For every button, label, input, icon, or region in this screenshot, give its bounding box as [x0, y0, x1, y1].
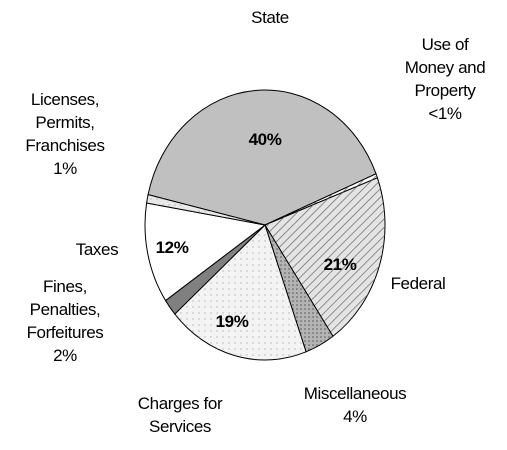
- category-name: Federal: [390, 274, 446, 293]
- category-name: Miscellaneous: [303, 384, 407, 403]
- category-name: State: [251, 8, 289, 27]
- slice-label: State: [220, 6, 320, 29]
- slice-label: Charges for Services: [120, 392, 240, 438]
- slice-label: Licenses, Permits, Franchises 1%: [15, 88, 115, 180]
- value-label: 1%: [53, 159, 77, 178]
- value-label: 2%: [53, 346, 77, 365]
- slice-label: Fines, Penalties, Forfeitures 2%: [15, 275, 115, 367]
- value-label: 19%: [215, 312, 249, 331]
- slice-label: Miscellaneous 4%: [280, 382, 430, 428]
- value-label: <1%: [428, 104, 462, 123]
- category-name: Use of Money and Property: [404, 35, 486, 100]
- category-name: Charges for Services: [137, 394, 223, 436]
- value-label: 40%: [248, 130, 282, 149]
- value-label: 12%: [155, 238, 189, 257]
- category-name: Fines, Penalties, Forfeitures: [26, 277, 104, 342]
- slice-label: Taxes: [62, 238, 132, 261]
- slice-label: Federal: [378, 272, 458, 295]
- slice-label: Use of Money and Property <1%: [395, 33, 495, 125]
- pie-slice: [144, 202, 267, 302]
- category-name: Licenses, Permits, Franchises: [25, 90, 105, 155]
- category-name: Taxes: [75, 240, 119, 259]
- value-label: 4%: [343, 407, 367, 426]
- value-label: 21%: [323, 255, 357, 274]
